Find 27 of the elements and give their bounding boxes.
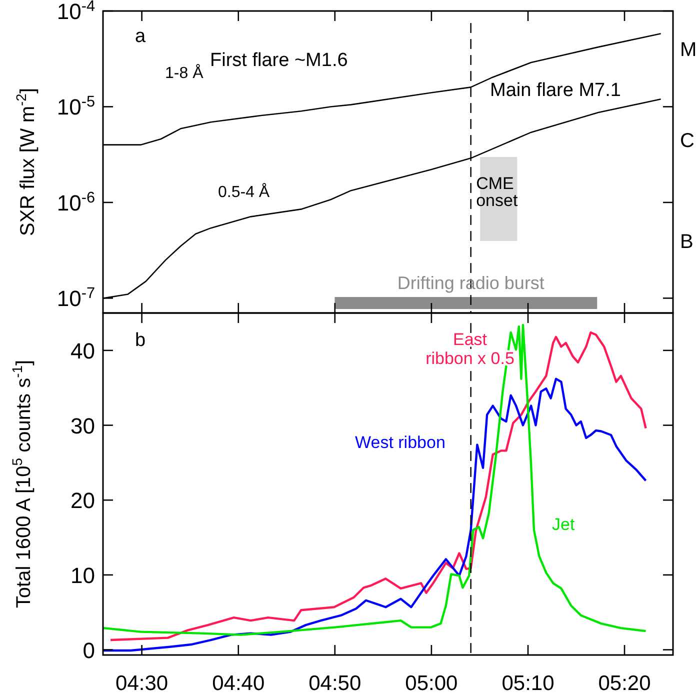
annotation: First flare ~M1.6 — [210, 50, 348, 71]
annotation: Main flare M7.1 — [490, 80, 621, 101]
y-tick-label: 0 — [82, 638, 95, 663]
x-tick-label: 05:20 — [598, 672, 651, 695]
x-tick-label: 04:30 — [116, 672, 168, 695]
text: 1-8 Å — [165, 64, 204, 82]
y-tick-label: 10$^{-7}$ — [56, 284, 95, 312]
y-tick-label: 10$^{-6}$ — [56, 188, 95, 216]
text: C — [680, 130, 694, 152]
annotation: b — [135, 330, 146, 351]
text: B — [680, 231, 694, 253]
x-tick-label: 04:50 — [308, 672, 362, 695]
y-tick-label: 10$^{-4}$ — [56, 0, 96, 24]
text: M — [680, 39, 697, 61]
x-tick-label: 05:10 — [502, 672, 554, 695]
series-label: West ribbon — [355, 433, 446, 452]
y-tick-label: 10 — [70, 562, 95, 588]
band-label: CME onset — [476, 174, 518, 210]
y-tick-label: 20 — [70, 488, 95, 514]
y-tick-label: 40 — [70, 338, 95, 364]
x-tick-label: 04:40 — [212, 672, 265, 695]
y-tick-label: 10$^{-5}$ — [56, 93, 95, 120]
y-tick-label: 30 — [70, 413, 95, 438]
x-tick-label: 05:00 — [405, 672, 458, 695]
annotation: a — [135, 26, 146, 47]
series-label: Jet — [552, 515, 575, 534]
series-label: 0.5-4 Å — [218, 183, 270, 201]
